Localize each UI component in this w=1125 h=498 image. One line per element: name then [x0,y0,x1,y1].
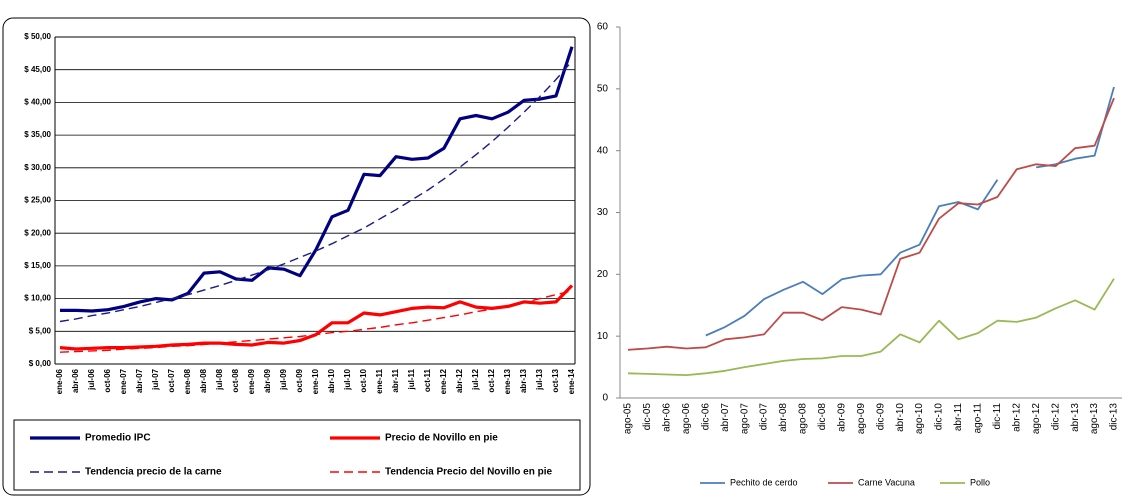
x-tick-label: abr-09 [263,368,272,393]
x-tick-label: jul-08 [215,368,224,390]
left-chart-frame [2,17,591,496]
x-tick-label: dic-13 [1109,403,1120,431]
legend-label: Carne Vacuna [858,477,915,487]
x-tick-label: oct-10 [359,368,368,392]
legend-label: Tendencia Precio del Novillo en pie [385,467,553,478]
legend-label: Tendencia precio de la carne [85,467,222,478]
x-tick-label: abr-11 [953,403,964,432]
x-tick-label: abr-10 [327,368,336,393]
x-tick-label: dic-06 [700,403,711,431]
series-line [627,97,1115,351]
x-tick-label: jul-10 [343,368,352,390]
x-tick-label: ene-11 [375,368,384,393]
y-tick-label: $ 20,00 [24,228,51,237]
x-tick-label: dic-08 [817,403,828,431]
x-tick-label: abr-06 [662,403,673,432]
legend-label: Pollo [970,477,990,487]
series-line [627,278,1115,376]
x-tick-label: abr-09 [836,403,847,432]
x-tick-label: ago-05 [623,403,634,435]
x-tick-label: abr-12 [455,368,464,393]
series-line [705,86,1115,337]
x-tick-label: ene-12 [439,368,448,394]
y-tick-label: $ 15,00 [24,261,51,270]
x-tick-label: abr-08 [199,368,208,393]
x-tick-label: dic-05 [642,403,653,431]
x-tick-label: abr-06 [71,368,80,393]
x-tick-label: ago-06 [681,403,692,435]
x-tick-label: jul-13 [535,368,544,390]
x-tick-label: jul-09 [279,368,288,390]
series-line [60,46,574,313]
x-tick-label: jul-11 [407,368,416,390]
y-tick-label: $ 10,00 [24,294,51,303]
y-tick-label: 0 [602,393,608,404]
y-tick-label: $ 30,00 [24,163,51,172]
x-tick-label: abr-13 [519,368,528,393]
x-tick-label: ene-07 [119,368,128,394]
x-tick-label: abr-13 [1070,403,1081,432]
x-tick-label: abr-10 [895,403,906,432]
y-tick-label: $ 45,00 [24,65,51,74]
x-tick-label: dic-12 [1050,403,1061,431]
x-tick-label: ago-10 [914,403,925,435]
x-tick-label: ago-08 [798,403,809,435]
x-tick-label: jul-12 [471,368,480,390]
x-tick-label: ene-14 [567,368,576,394]
left-legend-frame [13,419,581,491]
x-tick-label: dic-07 [759,403,770,431]
x-tick-label: ene-09 [247,368,256,394]
x-tick-label: ene-10 [311,368,320,394]
y-tick-label: 20 [597,269,609,280]
y-tick-label: $ 0,00 [29,359,52,368]
y-tick-label: $ 5,00 [29,326,52,335]
x-tick-label: oct-08 [231,368,240,392]
legend-label: Promedio IPC [85,433,151,444]
x-tick-label: ago-13 [1089,403,1100,435]
y-tick-label: $ 40,00 [24,98,51,107]
x-tick-label: ene-08 [183,368,192,394]
x-tick-label: oct-13 [551,368,560,392]
x-tick-label: dic-09 [875,403,886,431]
series-line [59,284,574,351]
y-tick-label: 50 [597,83,609,94]
x-tick-label: ene-13 [503,368,512,394]
x-tick-label: abr-07 [135,368,144,393]
x-tick-label: ago-11 [973,403,984,434]
x-tick-label: jul-07 [151,368,160,390]
x-tick-label: oct-12 [487,368,496,392]
y-tick-label: $ 35,00 [24,130,51,139]
x-tick-label: ago-12 [1031,403,1042,435]
series-line [59,60,573,323]
x-tick-label: dic-10 [934,403,945,431]
series-line [59,290,573,353]
x-tick-label: ene-06 [55,368,64,394]
y-tick-label: 30 [597,207,609,218]
x-tick-label: abr-12 [1011,403,1022,432]
y-tick-label: 60 [597,22,609,33]
x-tick-label: abr-08 [778,403,789,432]
x-tick-label: abr-07 [720,403,731,432]
legend-label: Precio de Novillo en pie [385,433,498,444]
legend-label: Pechito de cerdo [730,477,798,487]
x-tick-label: oct-06 [103,368,112,392]
x-tick-label: ago-07 [739,403,750,435]
x-tick-label: oct-09 [295,368,304,392]
x-tick-label: abr-11 [391,368,400,392]
x-tick-label: dic-11 [992,403,1003,430]
y-tick-label: 10 [597,331,609,342]
y-tick-label: 40 [597,145,609,156]
x-tick-label: jul-06 [87,368,96,390]
x-tick-label: oct-07 [167,368,176,392]
y-tick-label: $ 50,00 [24,32,51,41]
x-tick-label: ago-09 [856,403,867,435]
x-tick-label: oct-11 [423,368,432,392]
y-tick-label: $ 25,00 [24,196,51,205]
